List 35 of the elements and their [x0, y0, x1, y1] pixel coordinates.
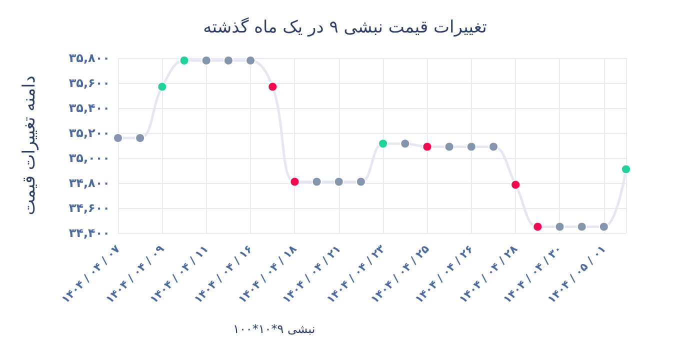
- y-tick-label: ۳۴,۶۰۰: [68, 201, 110, 215]
- point: [179, 56, 190, 66]
- point: [576, 222, 587, 232]
- y-axis-title: دامنه تغییرات قیمت: [20, 76, 40, 216]
- point: [400, 138, 410, 149]
- point: [554, 222, 565, 232]
- point: [201, 56, 212, 66]
- point: [135, 133, 146, 143]
- y-tick-label: ۳۵,۲۰۰: [68, 126, 110, 140]
- y-tick-label: ۳۵,۴۰۰: [68, 101, 110, 115]
- point: [246, 56, 256, 66]
- point: [356, 176, 366, 187]
- y-tick-label: ۳۴,۸۰۰: [68, 176, 110, 190]
- point: [157, 82, 168, 92]
- y-tick-label: ۳۴,۴۰۰: [68, 226, 110, 240]
- point: [290, 176, 300, 187]
- chart-title: تغییرات قیمت نبشی ۹ در یک ماه گذشته: [203, 16, 488, 38]
- y-tick-label: ۳۵,۰۰۰: [68, 151, 110, 165]
- point: [444, 142, 454, 152]
- text: نبشی ۹*۱۰*۱۰۰: [233, 322, 316, 336]
- point: [488, 142, 498, 152]
- point: [113, 133, 123, 143]
- point: [466, 142, 476, 152]
- point: [510, 180, 521, 190]
- point: [334, 176, 344, 187]
- point: [378, 138, 388, 149]
- y-tick-label: ۳۵,۸۰۰: [68, 51, 110, 65]
- point: [268, 82, 278, 92]
- point: [532, 222, 543, 232]
- point: [598, 222, 609, 232]
- point: [621, 164, 631, 174]
- point: [223, 56, 234, 66]
- y-tick-label: ۳۵,۶۰۰: [68, 76, 110, 90]
- point: [422, 142, 432, 152]
- point: [312, 176, 322, 187]
